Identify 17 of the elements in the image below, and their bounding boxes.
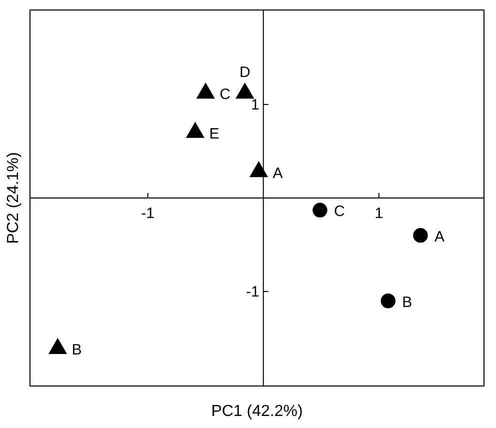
annotation: C <box>334 203 345 220</box>
x-axis-title: PC1 (42.2%) <box>211 403 303 420</box>
annotation: A <box>272 164 283 182</box>
annotation: D <box>239 64 250 82</box>
annotation: C <box>220 86 231 104</box>
y-axis-title: PC2 (24.1%) <box>5 152 22 244</box>
annotation: B <box>72 342 82 359</box>
annotation: A <box>434 228 444 246</box>
annotation: B <box>402 294 412 311</box>
point <box>413 228 428 243</box>
point <box>312 202 328 218</box>
point <box>236 82 254 99</box>
point <box>196 82 215 99</box>
point <box>186 122 204 138</box>
point <box>249 161 268 178</box>
annotation: E <box>209 126 220 143</box>
point <box>380 294 396 308</box>
